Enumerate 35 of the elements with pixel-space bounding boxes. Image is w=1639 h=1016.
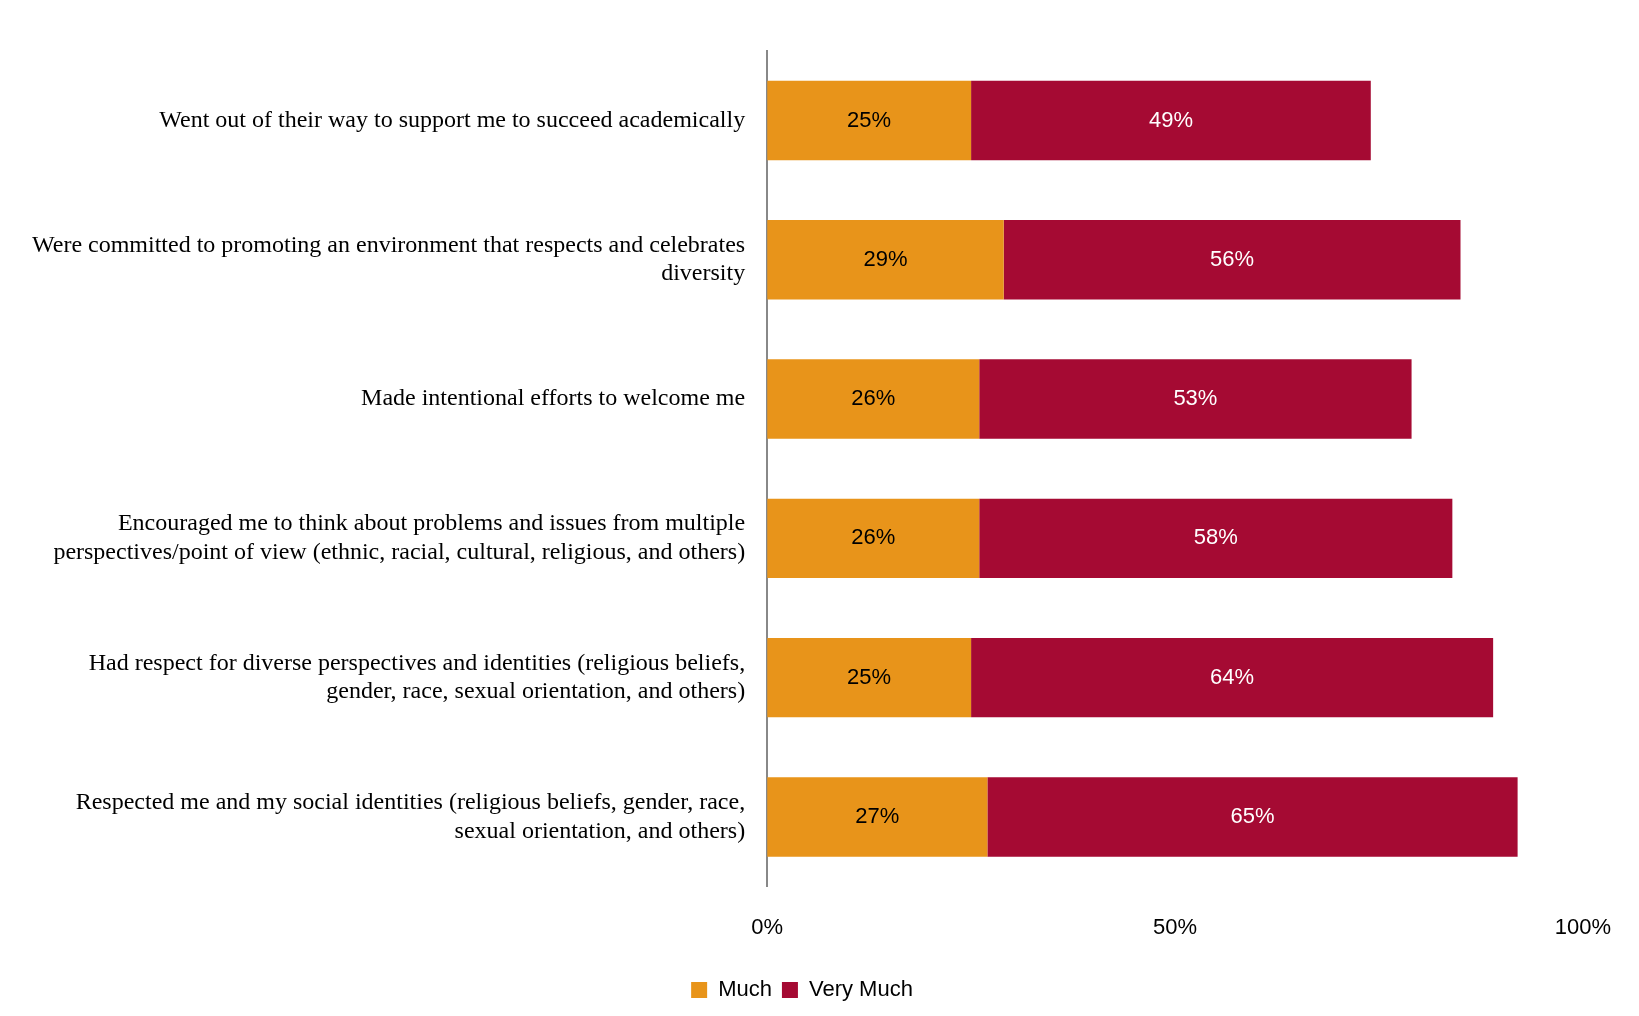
data-label: 25% (847, 106, 892, 132)
data-label: 56% (1210, 245, 1255, 271)
bar (767, 359, 980, 439)
x-tick-label: 100% (1554, 913, 1612, 939)
y-tick-label: Were committed to promoting an environment that respects and celebrates diversity (32, 230, 746, 286)
legend-label: Much (718, 976, 772, 1002)
bar (979, 498, 1453, 579)
bar (767, 220, 1004, 300)
bar (979, 359, 1412, 439)
bar (767, 777, 988, 857)
data-label: 58% (1193, 524, 1238, 550)
bar (767, 80, 972, 161)
y-tick-label: Had respect for diverse perspectives and identities (religious beliefs, gender, race, sexual orientation, and others) (88, 648, 746, 704)
bar (767, 637, 972, 718)
y-tick-label: Encouraged me to think about problems and issues from multiple perspectives/point of view (ethnic, racial, cultural, religious, and others) (53, 509, 746, 565)
y-tick-label: Went out of their way to support me to succeed academically (159, 105, 746, 132)
data-label: 53% (1173, 385, 1218, 411)
x-tick-label: 50% (1152, 913, 1198, 939)
data-label: 25% (847, 663, 892, 689)
y-tick-label: Made intentional efforts to welcome me (361, 384, 746, 411)
bar (987, 777, 1518, 857)
data-label: 27% (855, 803, 900, 829)
data-label: 49% (1148, 106, 1193, 132)
data-label: 64% (1210, 663, 1255, 689)
data-label: 65% (1230, 803, 1275, 829)
bar (1003, 220, 1461, 300)
x-tick-label: 0% (751, 913, 784, 939)
bar (767, 498, 980, 579)
y-tick-label: Respected me and my social identities (religious beliefs, gender, race, sexual orientation, and others) (75, 787, 746, 843)
bar (971, 80, 1371, 161)
data-label: 26% (851, 524, 896, 550)
legend-label: Very Much (808, 976, 913, 1002)
bar (971, 637, 1494, 718)
data-label: 26% (851, 385, 896, 411)
data-label: 29% (863, 245, 908, 271)
